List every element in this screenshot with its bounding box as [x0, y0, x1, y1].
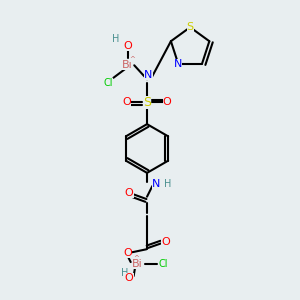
- Text: N: N: [174, 59, 182, 69]
- Text: Cl: Cl: [103, 77, 113, 88]
- Text: Bi: Bi: [132, 259, 142, 269]
- Text: O: O: [125, 273, 134, 283]
- Text: H: H: [112, 34, 119, 44]
- Text: O: O: [163, 98, 172, 107]
- Text: H: H: [164, 179, 171, 189]
- Text: O: O: [123, 41, 132, 51]
- Text: Cl: Cl: [158, 259, 167, 269]
- Text: H: H: [121, 268, 128, 278]
- Text: N: N: [152, 179, 160, 189]
- Text: S: S: [143, 96, 151, 109]
- Text: O: O: [161, 237, 170, 247]
- Text: Bi: Bi: [122, 60, 133, 70]
- Text: S: S: [187, 22, 194, 32]
- Text: ^: ^: [133, 255, 139, 261]
- Text: ^: ^: [129, 56, 135, 62]
- Text: O: O: [122, 98, 131, 107]
- Text: N: N: [144, 70, 153, 80]
- Text: O: O: [123, 248, 132, 258]
- Text: O: O: [125, 188, 134, 198]
